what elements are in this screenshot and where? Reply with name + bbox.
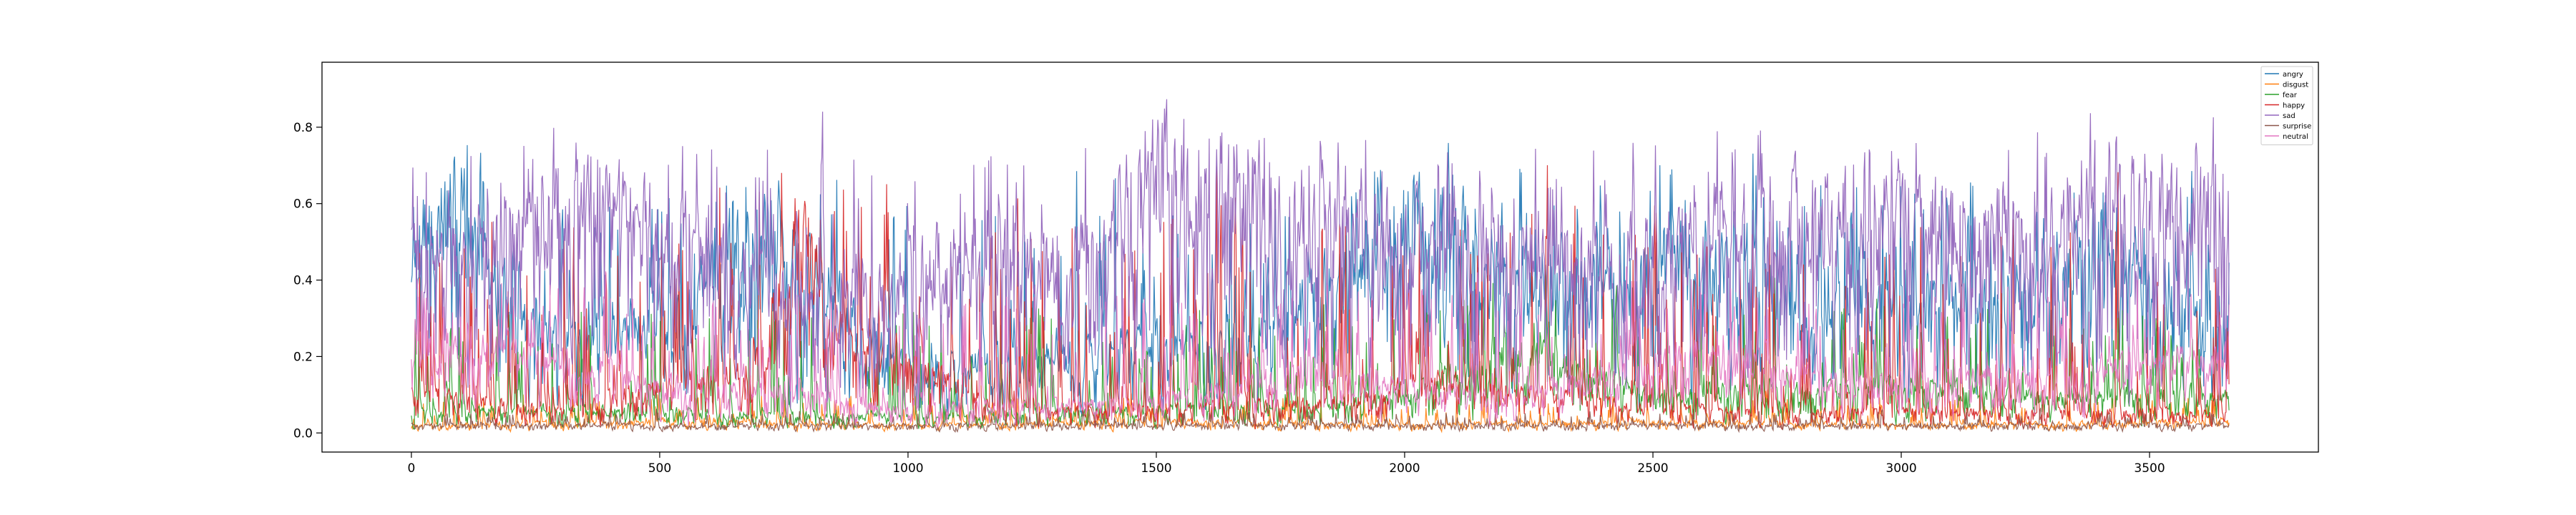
legend: angry disgust fear happy sad surprise neutral xyxy=(2260,66,2313,145)
x-tick-label: 3000 xyxy=(1885,461,1916,476)
plot-area xyxy=(411,99,2230,433)
legend-label-fear: fear xyxy=(2283,92,2298,99)
x-tick-label: 1500 xyxy=(1141,461,1171,476)
legend-label-surprise: surprise xyxy=(2283,123,2311,131)
y-tick-label: 0.8 xyxy=(293,121,313,135)
series-line-angry xyxy=(411,142,2230,418)
legend-label-disgust: disgust xyxy=(2283,82,2308,89)
y-tick-label: 0.4 xyxy=(293,274,313,288)
series-line-neutral xyxy=(411,266,2230,428)
y-tick-label: 0.2 xyxy=(293,350,313,364)
x-tick-label: 3500 xyxy=(2134,461,2165,476)
x-tick-label: 500 xyxy=(648,461,671,476)
x-tick-label: 1000 xyxy=(892,461,923,476)
x-tick-label: 2000 xyxy=(1389,461,1420,476)
y-tick-label: 0.0 xyxy=(293,426,313,441)
plot-frame xyxy=(321,62,2319,453)
legend-label-angry: angry xyxy=(2283,71,2303,79)
legend-label-sad: sad xyxy=(2283,112,2296,120)
x-tick-label: 2500 xyxy=(1637,461,1668,476)
legend-label-neutral: neutral xyxy=(2283,133,2308,141)
series-line-surprise xyxy=(411,408,2230,433)
y-tick-label: 0.6 xyxy=(293,197,313,212)
x-tick-label: 0 xyxy=(408,461,416,476)
legend-label-happy: happy xyxy=(2283,102,2305,110)
axes: 0 500 1000 1500 2000 2500 3000 3500 0.0 0.2 0.4 0.6… xyxy=(293,121,2165,476)
